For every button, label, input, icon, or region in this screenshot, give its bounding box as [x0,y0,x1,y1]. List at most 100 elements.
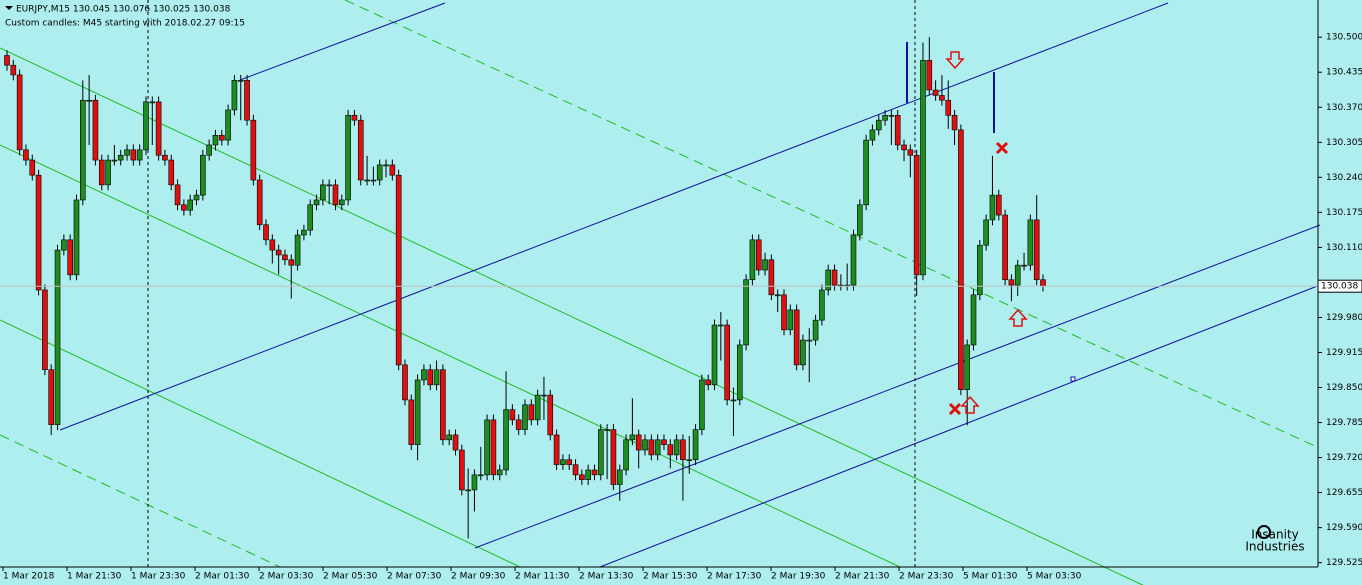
candle-body [977,244,983,296]
x-tick-label: 2 Mar 03:30 [259,572,314,582]
candle-body [800,339,806,366]
candle-body [402,364,408,401]
candle-body [313,199,320,206]
candle-body [395,174,402,366]
candle-body [635,434,642,451]
candle-body [598,429,604,476]
candle-body [566,459,573,465]
signals [945,51,1028,416]
candle-body [736,344,743,401]
candle-body [364,179,370,182]
x-tick-label: 2 Mar 15:30 [643,572,698,582]
candle-body [225,109,231,141]
y-tick-label: 129.590 [1326,523,1362,533]
candle-body [610,429,617,485]
x-tick-label: 2 Mar 05:30 [323,572,378,582]
watermark-logo [1257,525,1271,539]
candle-body [357,119,364,181]
candle-body [907,149,914,156]
candle-body [642,439,648,451]
candle-body [654,439,661,456]
candle-body [440,369,446,441]
y-tick-label: 130.370 [1326,103,1362,113]
candle-body [888,115,895,117]
candle-body [490,419,497,476]
candle-body [162,154,168,161]
candle-body [768,259,775,296]
candle-body [604,429,610,431]
candle-body [42,289,48,371]
candle-body [989,194,996,221]
candle-body [48,369,55,426]
candle-body [218,134,225,141]
y-tick-label: 129.850 [1326,383,1362,393]
candle-body [10,64,17,76]
candle-body [995,194,1002,216]
candle-body [275,249,282,256]
candle-body [755,239,762,271]
x-tick-label: 2 Mar 07:30 [387,572,442,582]
candle-body [351,115,358,121]
candle-body [882,115,888,121]
candle-body [774,294,781,297]
candle-body [913,154,920,276]
candle-body [591,469,598,476]
x-tick-label: 2 Mar 21:30 [835,572,890,582]
candle-body [130,149,137,161]
channel-line [0,144,901,568]
x-tick-label: 2 Mar 09:30 [451,572,506,582]
candle-body [250,119,257,181]
candle-body [926,60,933,91]
candle-body [831,269,838,286]
candle-body [560,459,566,465]
candle-body [370,179,377,182]
candle-body [206,144,212,156]
channel-line [0,434,281,568]
candle-body [920,60,926,276]
candle-body [465,489,471,492]
candle-body [572,464,579,476]
candle-body [661,439,667,445]
candle-body [705,379,711,386]
candle-body [901,144,907,151]
candle-body [585,469,591,480]
candle-body [1027,219,1034,266]
last-price-label: 130.038 [1321,282,1358,292]
subheader: Custom candles: M45 starting with 2018.0… [5,19,245,29]
candle-body [616,469,623,485]
y-tick-label: 129.655 [1326,488,1362,498]
candle-body [699,379,705,430]
candle-body [939,95,945,101]
candle-body [749,239,756,281]
candle-body [452,434,459,451]
candle-body [256,179,263,226]
candle-body [477,474,484,477]
candle-body [793,309,800,366]
y-tick-label: 129.720 [1326,453,1362,463]
candle-body [67,239,73,276]
candle-body [869,129,876,141]
candle-body [389,164,396,176]
channel-line [0,319,521,568]
candle-body [932,89,939,96]
x-tick-label: 1 Mar 2018 [3,572,55,582]
axes: 130.500 130.435 130.370 130.305 130.240 130.1… [0,33,1362,582]
drawing-objects [0,0,1321,585]
candle-body [1021,264,1027,267]
candle-body [80,99,86,201]
x-tick-label: 5 Mar 03:30 [1027,572,1082,582]
watermark: Industries [1245,540,1304,554]
candle-body [629,434,636,441]
candle-body [143,101,149,151]
candle-body [181,204,187,211]
trend-line [474,224,1321,549]
candle-body [414,379,421,445]
x-tick-label: 2 Mar 19:30 [771,572,826,582]
candle-body [958,129,964,390]
last-price-box [1317,279,1362,293]
candle-body [155,101,162,156]
candle-body [86,99,92,102]
candle-body [983,219,989,246]
y-tick-label: 129.980 [1326,313,1362,323]
